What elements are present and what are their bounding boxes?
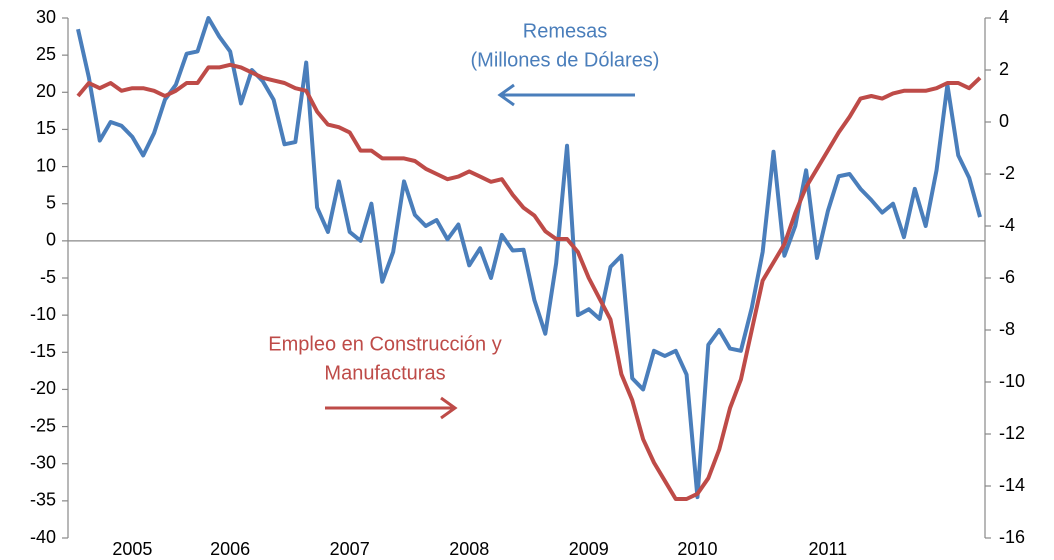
arrow bbox=[497, 83, 635, 107]
y-tick-label: 25 bbox=[36, 44, 56, 64]
y2-tick-label: -16 bbox=[999, 527, 1025, 547]
x-tick-label: 2008 bbox=[449, 539, 489, 559]
annotation: Remesas bbox=[523, 20, 607, 42]
annotation: (Millones de Dólares) bbox=[471, 49, 660, 71]
x-tick-label: 2005 bbox=[112, 539, 152, 559]
y2-tick-label: -6 bbox=[999, 267, 1015, 287]
y-tick-label: -20 bbox=[30, 378, 56, 398]
y-tick-label: -10 bbox=[30, 304, 56, 324]
y-tick-label: -30 bbox=[30, 452, 56, 472]
y-tick-label: 10 bbox=[36, 155, 56, 175]
y-tick-label: -35 bbox=[30, 490, 56, 510]
y-tick-label: 20 bbox=[36, 81, 56, 101]
y2-tick-label: -8 bbox=[999, 319, 1015, 339]
series-line bbox=[76, 62, 982, 501]
x-tick-label: 2007 bbox=[330, 539, 370, 559]
annotation: Manufacturas bbox=[324, 362, 445, 384]
y-tick-label: 5 bbox=[46, 192, 56, 212]
y2-tick-label: -2 bbox=[999, 163, 1015, 183]
annotation: Empleo en Construcción y bbox=[268, 333, 501, 355]
y2-tick-label: -14 bbox=[999, 475, 1025, 495]
y2-tick-label: -10 bbox=[999, 371, 1025, 391]
x-tick-label: 2009 bbox=[569, 539, 609, 559]
x-tick-label: 2006 bbox=[210, 539, 250, 559]
y-tick-label: 15 bbox=[36, 118, 56, 138]
y-tick-label: -25 bbox=[30, 415, 56, 435]
y-tick-label: 30 bbox=[36, 7, 56, 27]
y-tick-label: 0 bbox=[46, 230, 56, 250]
arrow bbox=[325, 396, 458, 420]
y-tick-label: -40 bbox=[30, 527, 56, 547]
y-tick-label: -15 bbox=[30, 341, 56, 361]
x-tick-label: 2010 bbox=[677, 539, 717, 559]
y-tick-label: -5 bbox=[40, 267, 56, 287]
y2-tick-label: 0 bbox=[999, 111, 1009, 131]
y2-tick-label: 2 bbox=[999, 59, 1009, 79]
y2-tick-label: -12 bbox=[999, 423, 1025, 443]
x-tick-label: 2011 bbox=[808, 539, 847, 559]
y2-tick-label: -4 bbox=[999, 215, 1015, 235]
y2-tick-label: 4 bbox=[999, 7, 1009, 27]
series-line bbox=[76, 16, 982, 500]
